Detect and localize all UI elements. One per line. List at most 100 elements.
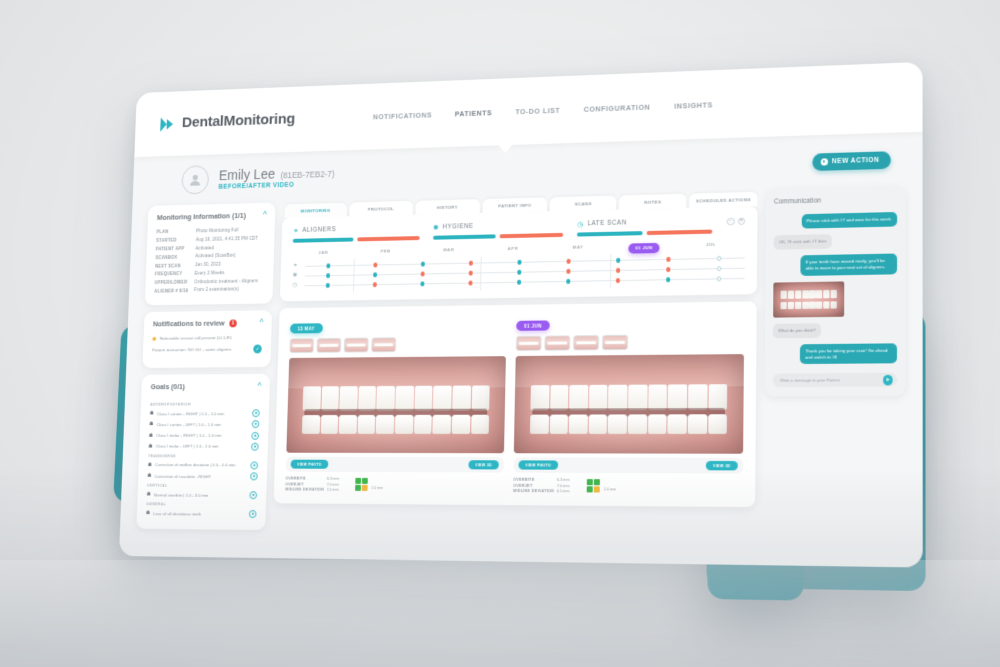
timeline-dot[interactable] [666, 277, 671, 282]
timeline-dot[interactable] [326, 273, 331, 278]
timeline-dot[interactable] [615, 267, 621, 273]
thumbnail-selected[interactable] [343, 337, 369, 353]
message-list: Please stick with #7 and wear for this w… [773, 211, 898, 364]
app-logo[interactable]: DentalMonitoring [158, 110, 295, 133]
thumbnail-selected[interactable] [573, 334, 600, 350]
timeline-dot[interactable] [325, 282, 330, 288]
thumbnail[interactable] [371, 336, 397, 352]
tab-scans[interactable]: SCANS [550, 195, 617, 211]
check-circle-icon[interactable]: ✓ [253, 344, 262, 354]
goals-header[interactable]: Goals (0/1) ^ [141, 374, 270, 397]
message-input-row[interactable]: Write a message to your Patient ➤ [772, 372, 897, 388]
nav-todo-list[interactable]: TO-DO LIST [515, 104, 561, 116]
monitoring-information-header[interactable]: Monitoring Information (1/1) ^ [148, 202, 276, 227]
timeline-dot[interactable] [566, 268, 571, 273]
timeline-dot[interactable] [468, 260, 474, 265]
comparison-date-badge[interactable]: 01 JUN [516, 319, 550, 331]
tooth-icon: ☗ [146, 491, 151, 496]
notifications-header[interactable]: Notifications to review 1 ^ [144, 310, 273, 334]
goal-item[interactable]: ☗ Class I canine - RIGHT | 1.0 - 1.0 mm ● [150, 409, 260, 417]
timeline-dot[interactable] [517, 269, 522, 274]
chevron-up-icon[interactable]: ^ [259, 316, 264, 327]
info-circle-icon[interactable]: ● [250, 471, 258, 480]
info-circle-icon[interactable]: ● [251, 431, 260, 439]
nav-patients[interactable]: PATIENTS [454, 107, 493, 118]
timeline-dot[interactable] [517, 279, 522, 284]
info-circle-icon[interactable]: ● [252, 409, 260, 417]
tab-history[interactable]: HISTORY [415, 198, 480, 214]
timeline-dot[interactable] [468, 270, 473, 275]
goal-item[interactable]: ☗ Correction of crossbite - RIGHT ● [147, 471, 258, 480]
timeline-dot[interactable] [468, 280, 473, 285]
goal-item[interactable]: ☗ Loss of all deciduous teeth ● [146, 509, 257, 518]
timeline-dot[interactable] [566, 278, 571, 284]
timeline-dot-empty[interactable] [717, 255, 722, 261]
chevron-up-icon[interactable]: ^ [257, 380, 262, 391]
goal-item[interactable]: ☗ Class I molar - RIGHT | 1.0 - 1.0 mm ● [149, 431, 260, 439]
timeline-dot[interactable] [666, 256, 671, 262]
send-icon[interactable]: ➤ [882, 374, 893, 385]
info-circle-icon[interactable]: ● [249, 490, 258, 499]
view-photo-button[interactable]: VIEW PHOTO [290, 459, 329, 469]
timeline-dot[interactable] [372, 282, 377, 287]
timeline-dot-empty[interactable] [716, 276, 722, 281]
timeline-dot[interactable] [373, 272, 378, 277]
chevron-up-icon[interactable]: ^ [262, 209, 268, 219]
tab-notes[interactable]: NOTES [619, 193, 687, 209]
timeline-dot[interactable] [420, 281, 425, 286]
timeline-dot[interactable] [517, 259, 522, 264]
timeline-dot[interactable] [326, 263, 331, 268]
thumbnail[interactable] [515, 335, 542, 351]
goal-item[interactable]: ☗ Class I molar - LEFT | 1.0 - 1.0 mm ● [148, 442, 259, 450]
close-icon[interactable]: ✕ [737, 216, 746, 225]
intraoral-photo[interactable] [286, 355, 506, 453]
timeline-dot[interactable] [616, 257, 621, 263]
goal-item[interactable]: ☗ Normal overbite | 1.0 - 3.0 mm ● [147, 490, 258, 499]
comparison-date-badge[interactable]: 13 MAY [289, 322, 323, 333]
clock-icon: ◷ [577, 220, 584, 228]
timeline-dot[interactable] [566, 258, 571, 263]
info-circle-icon[interactable]: ● [248, 509, 257, 518]
view-3d-button[interactable]: VIEW 3D [705, 460, 738, 470]
comparison-right: 01 JUN [513, 311, 744, 496]
message-input-placeholder[interactable]: Write a message to your Patient [779, 377, 840, 383]
tab-scheduled-actions[interactable]: SCHEDULED ACTIONS [689, 191, 758, 207]
tab-monitoring[interactable]: MONITORING [284, 202, 347, 217]
info-key: FREQUENCY [154, 270, 183, 277]
nav-insights[interactable]: INSIGHTS [674, 99, 714, 110]
tab-protocol[interactable]: PROTOCOL [349, 200, 413, 216]
timeline-dot[interactable] [420, 271, 425, 276]
timeline-dot[interactable] [666, 266, 671, 272]
notification-item[interactable]: Patient instruction: NO GO - same aligne… [152, 344, 262, 354]
nav-configuration[interactable]: CONFIGURATION [583, 101, 651, 113]
timeline-dot[interactable] [373, 262, 378, 267]
goal-item[interactable]: ☗ Class I canine - LEFT | 1.0 - 1.0 mm ● [149, 420, 260, 428]
monitoring-information-body: PLAN Photo Monitoring Full STARTED Aug 16,… [145, 224, 275, 305]
tab-patient-info[interactable]: PATIENT INFO [482, 196, 548, 212]
current-date-pill[interactable]: 01 JUN [628, 241, 660, 253]
clock-icon: ◷ [292, 282, 297, 289]
current-date-pill-wrap: 01 JUN [611, 241, 678, 253]
measurement-value: 6.3 mm [556, 477, 570, 482]
info-circle-icon[interactable]: ● [250, 460, 259, 469]
view-photo-button[interactable]: VIEW PHOTO [518, 459, 559, 470]
thumbnail[interactable] [601, 334, 629, 350]
timeline-dot[interactable] [420, 261, 425, 266]
view-3d-button[interactable]: VIEW 3D [468, 459, 499, 469]
goal-item[interactable]: ☗ Correction of midline deviation | 0.0 -… [148, 460, 259, 469]
info-circle-icon[interactable]: ● [251, 420, 260, 428]
intraoral-photo[interactable] [513, 353, 744, 454]
thumbnail[interactable] [289, 337, 315, 353]
message-photo[interactable] [773, 280, 845, 317]
thumbnail[interactable] [316, 337, 342, 353]
new-action-button[interactable]: NEW ACTION [812, 150, 891, 170]
thumbnail-strip [289, 336, 506, 353]
month-label: JUL [705, 240, 716, 246]
zoom-out-icon[interactable]: − [726, 216, 735, 225]
timeline-dot-empty[interactable] [716, 265, 722, 271]
nav-notifications[interactable]: NOTIFICATIONS [372, 109, 433, 121]
notification-item[interactable]: Noticeable unseat still present (LL1,R1 [152, 335, 262, 341]
timeline-dot[interactable] [615, 277, 621, 283]
info-circle-icon[interactable]: ● [250, 442, 259, 450]
thumbnail[interactable] [544, 334, 571, 351]
